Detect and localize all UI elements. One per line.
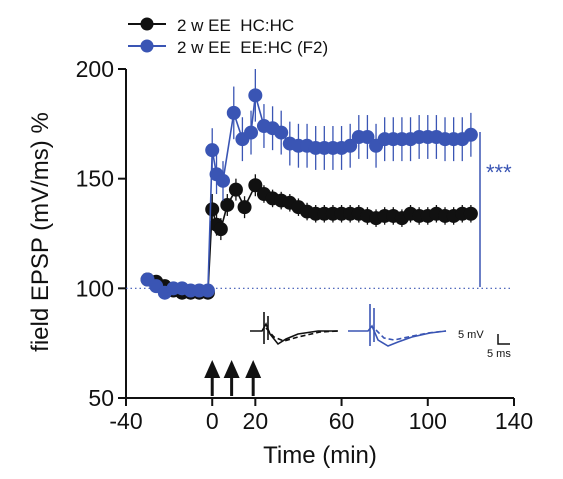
y-tick-label: 50 [88, 385, 114, 411]
data-point [244, 125, 259, 140]
series-2-line [147, 95, 472, 294]
x-tick-label: 0 [206, 408, 219, 434]
series-1-line [147, 183, 471, 294]
data-point [200, 283, 215, 298]
trace-black-solid [250, 322, 338, 346]
data-point [274, 125, 289, 140]
data-point [205, 202, 220, 217]
data-point [226, 105, 241, 120]
stimulus-arrow-head [204, 360, 221, 378]
y-tick-label: 150 [76, 166, 114, 192]
data-point [248, 178, 263, 193]
x-tick-label: -40 [109, 408, 142, 434]
series-2 [140, 69, 478, 300]
data-point [248, 88, 263, 103]
data-point [205, 143, 220, 158]
data-point [228, 182, 243, 197]
scale-bar [497, 334, 510, 345]
stimulus-arrow-head [245, 360, 262, 378]
trace-black [250, 312, 339, 346]
data-point [213, 222, 228, 237]
trace-blue-dashed [375, 329, 447, 341]
y-tick-label: 100 [76, 275, 114, 301]
legend-marker-series-1 [140, 17, 154, 31]
data-point [360, 129, 375, 144]
example-traces: 5 mV 5 ms [250, 304, 511, 360]
scale-bar-voltage-label: 5 mV [458, 329, 484, 341]
legend-label-series-1: 2 w EE HC:HC [177, 16, 294, 35]
data-point [216, 173, 230, 188]
legend: 2 w EE HC:HC 2 w EE EE:HC (F2) [128, 16, 328, 57]
trace-blue-solid [348, 324, 447, 347]
x-tick-label: 60 [329, 408, 355, 434]
legend-marker-series-2 [140, 39, 154, 53]
data-point [463, 206, 478, 221]
y-tick-label: 200 [76, 56, 114, 82]
legend-label-series-2: 2 w EE EE:HC (F2) [177, 38, 328, 57]
stimulus-arrows [204, 360, 262, 396]
series-group [140, 69, 478, 300]
y-ticks: 50 100 150 200 [76, 56, 126, 411]
x-tick-label: 100 [409, 408, 447, 434]
trace-black-dashed [265, 327, 339, 342]
trace-blue [348, 304, 447, 347]
scale-bar-time-label: 5 ms [487, 348, 511, 360]
data-point [343, 138, 358, 153]
significance-label: *** [486, 160, 512, 185]
data-point [220, 197, 235, 212]
x-tick-label: 20 [243, 408, 269, 434]
y-axis-label: field EPSP (mV/ms) % [27, 112, 54, 352]
data-point [463, 127, 478, 142]
x-ticks: -40 0 20 60 100 140 [109, 398, 533, 434]
x-axis-label: Time (min) [263, 442, 377, 469]
stimulus-arrow-head [223, 360, 240, 378]
data-point [237, 200, 252, 215]
series-1 [140, 174, 478, 300]
x-tick-label: 140 [495, 408, 533, 434]
